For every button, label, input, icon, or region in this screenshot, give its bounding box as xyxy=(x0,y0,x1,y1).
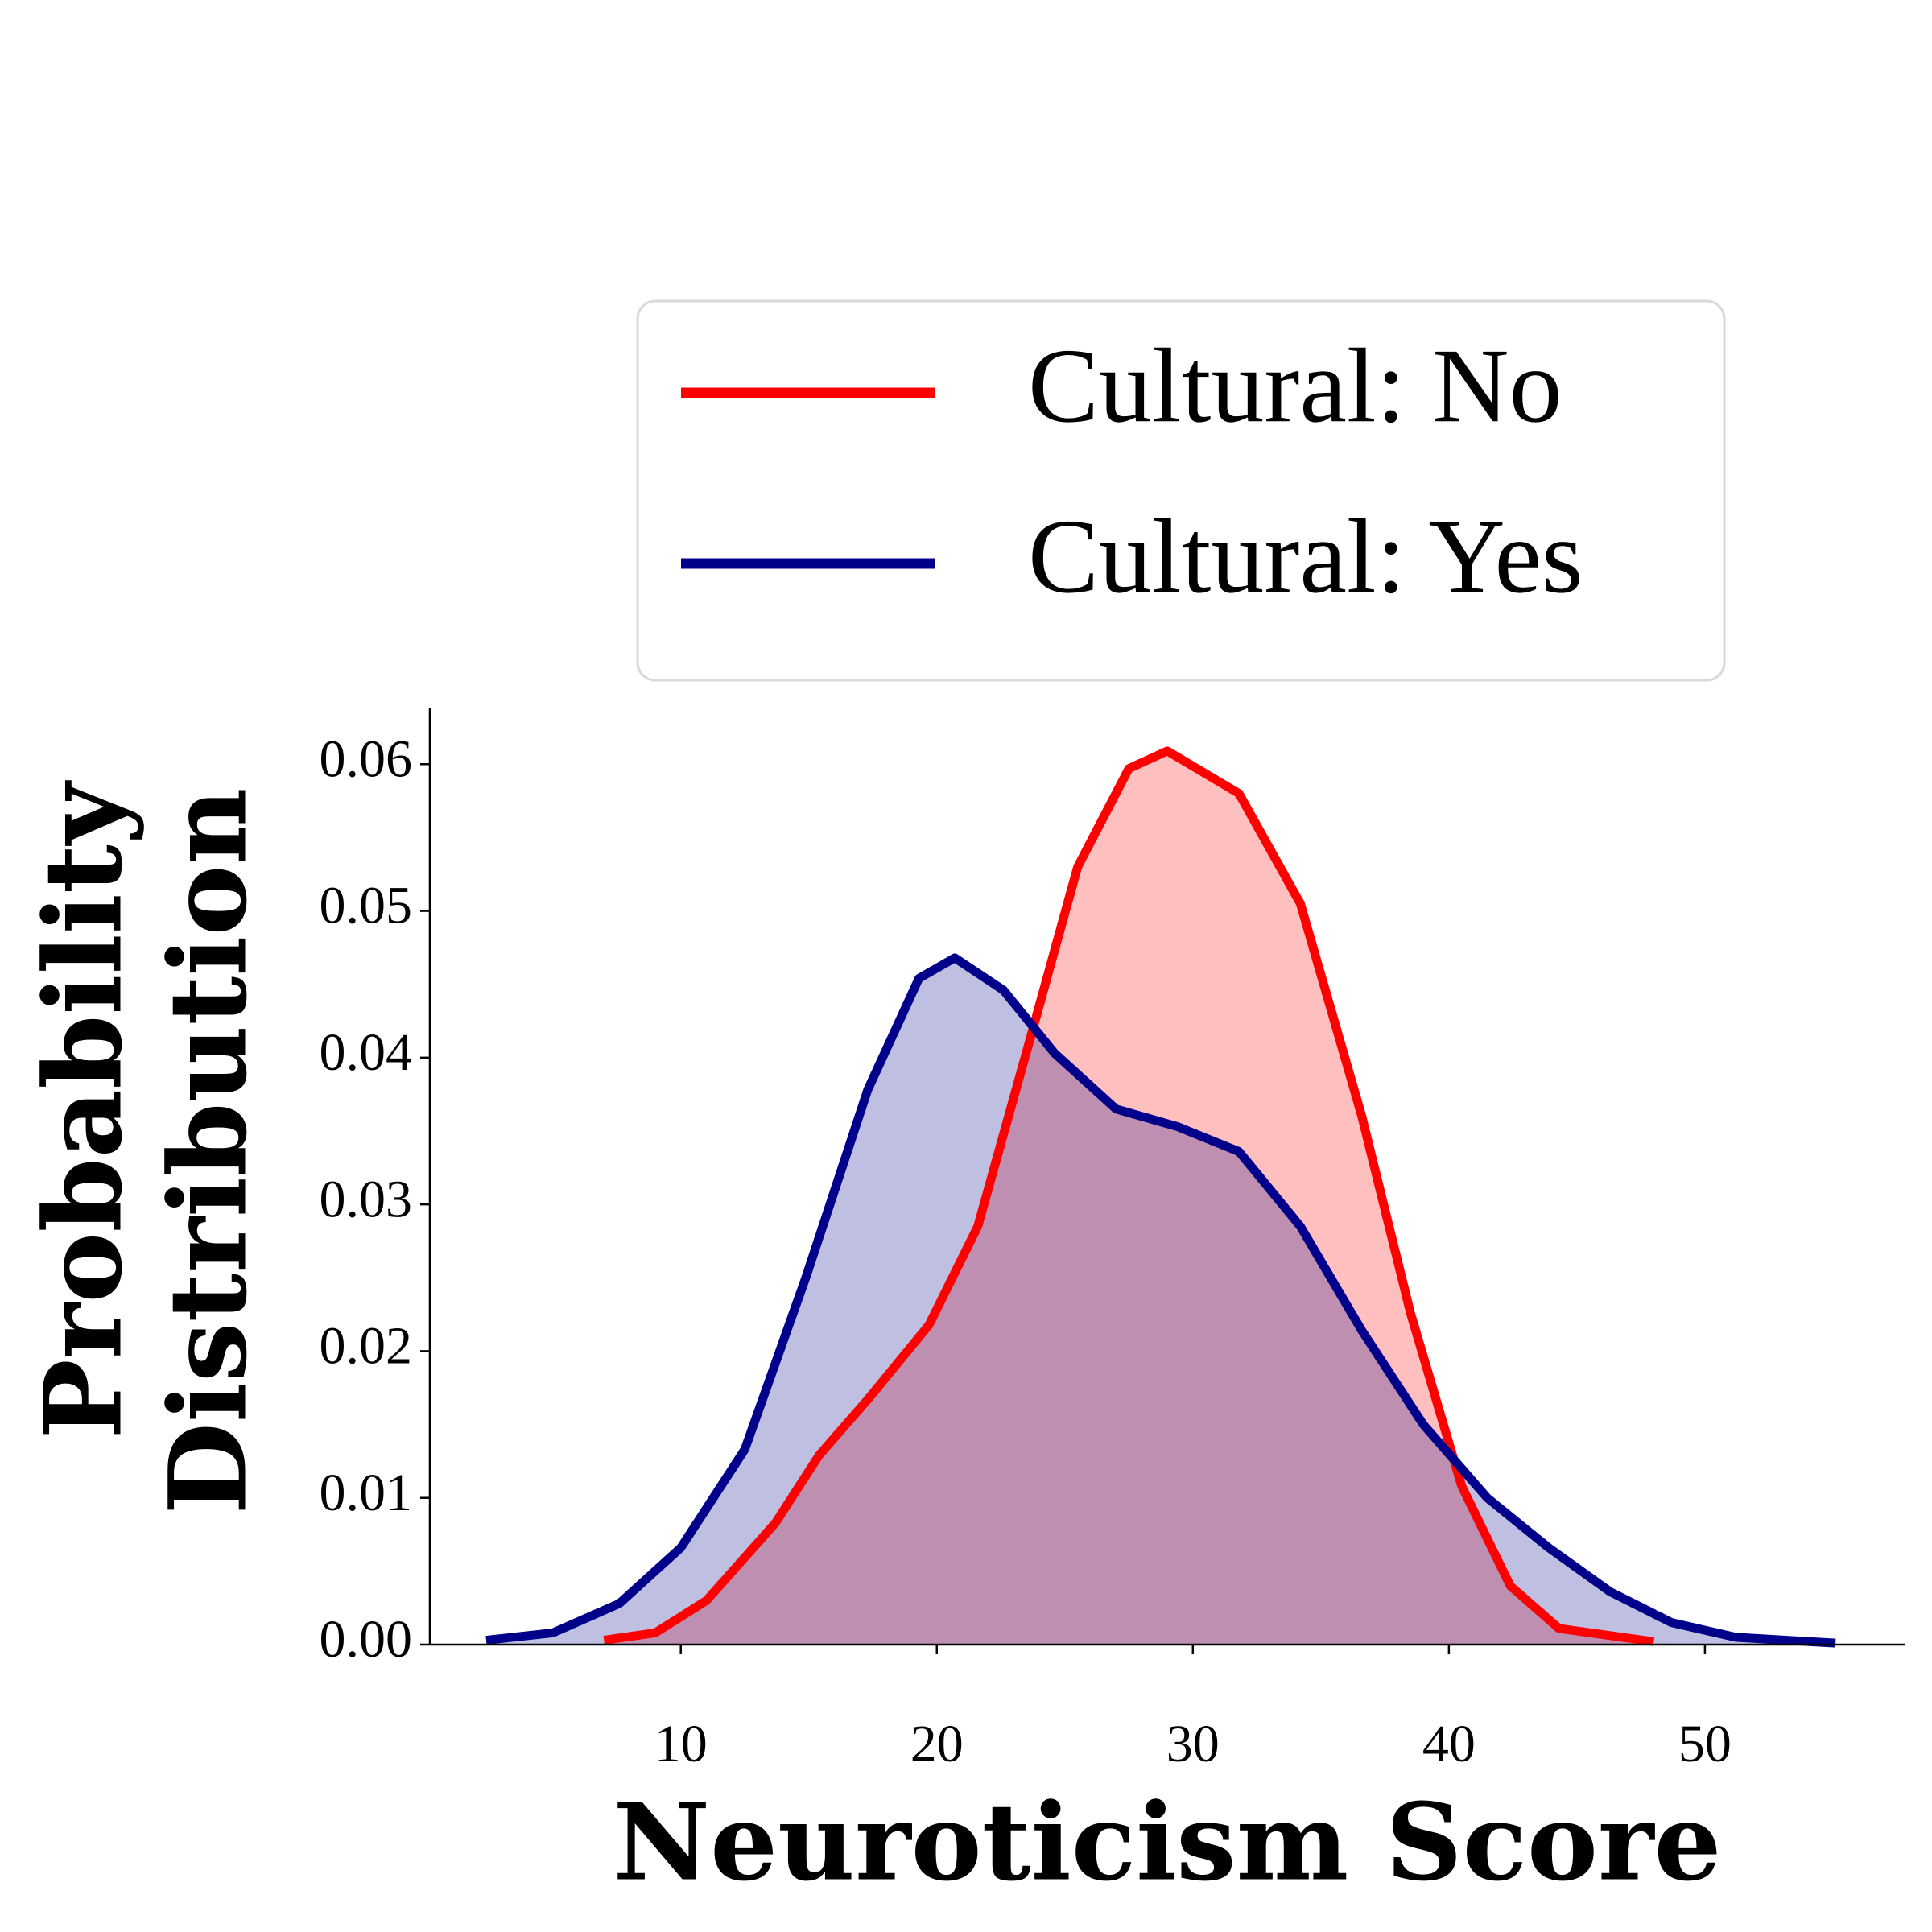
x-tick-label: 20 xyxy=(910,1715,964,1773)
x-axis-label: Neuroticism Score xyxy=(613,1781,1721,1905)
y-tick-label: 0.04 xyxy=(320,1023,413,1082)
y-tick-label: 0.06 xyxy=(320,729,413,788)
y-tick-label: 0.01 xyxy=(320,1463,413,1522)
x-tick-label: 10 xyxy=(654,1715,708,1773)
y-axis-label: Probability xyxy=(22,780,147,1439)
y-tick-label: 0.03 xyxy=(320,1170,413,1228)
legend-label: Cultural: No xyxy=(1028,326,1563,444)
x-tick-label: 40 xyxy=(1422,1715,1476,1773)
density-area xyxy=(604,750,1654,1645)
legend: Cultural: No Cultural: Yes xyxy=(636,299,1726,682)
y-tick-label: 0.00 xyxy=(320,1610,413,1669)
y-axis-label: Distribution xyxy=(147,788,271,1515)
x-tick-label: 30 xyxy=(1166,1715,1220,1773)
density-area xyxy=(485,957,1836,1645)
x-tick-label: 50 xyxy=(1678,1715,1732,1773)
y-tick-label: 0.02 xyxy=(320,1317,413,1376)
density-line xyxy=(485,953,1836,1648)
y-tick-label: 0.05 xyxy=(320,877,413,935)
legend-label: Cultural: Yes xyxy=(1028,497,1583,615)
